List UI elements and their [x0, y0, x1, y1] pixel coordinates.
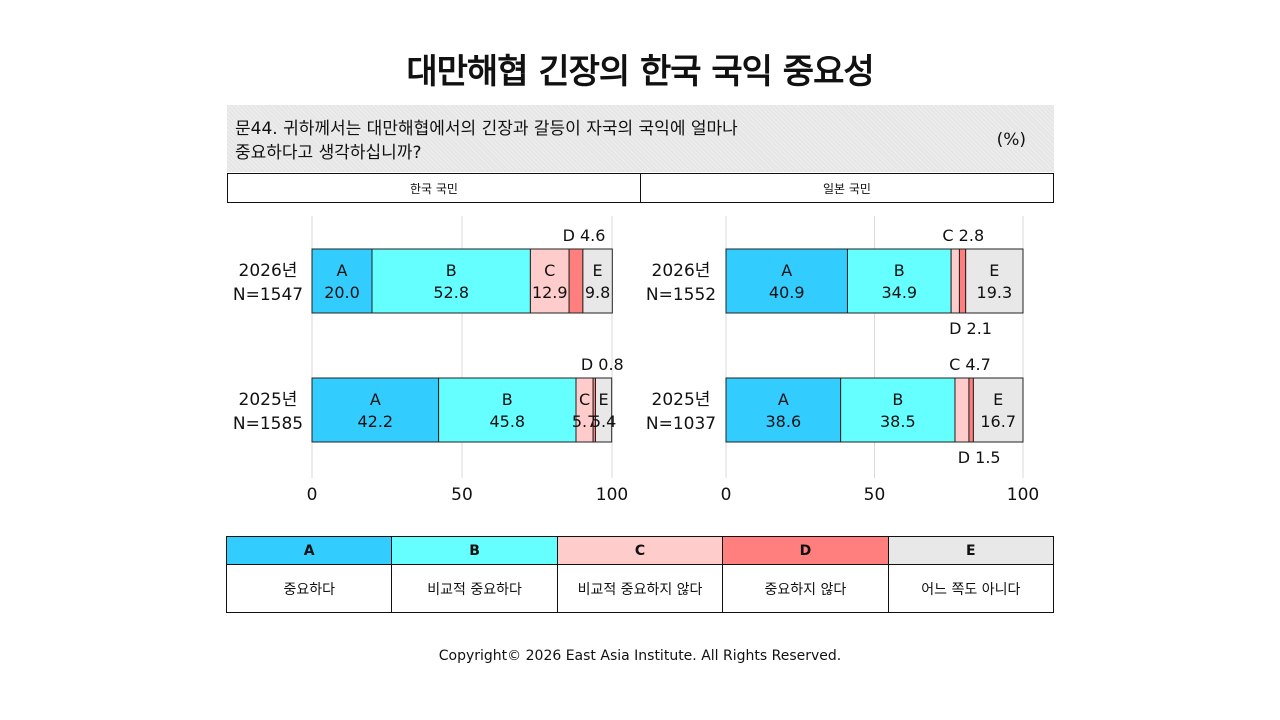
- data-label-korea-1-B: 45.8: [489, 412, 525, 431]
- question-text: 문44. 귀하께서는 대만해협에서의 긴장과 갈등이 자국의 국익에 얼마나 중…: [235, 119, 738, 163]
- bar-korea-1-A: [311, 377, 440, 443]
- panel-header-japan: 일본 국민: [640, 174, 1053, 202]
- data-label-korea-1-C: 5.7: [572, 412, 597, 431]
- category-label-japan-0-year: 2026년: [652, 261, 711, 281]
- question-box: 문44. 귀하께서는 대만해협에서의 긴장과 갈등이 자국의 국익에 얼마나 중…: [227, 105, 1054, 172]
- legend-key-a: A: [227, 537, 392, 565]
- data-label-japan-1-B: 38.5: [880, 412, 916, 431]
- data-label-japan-1-C: C 4.7: [949, 355, 991, 374]
- segment-key-korea-1-B: B: [502, 390, 513, 409]
- legend-column-b: B 비교적 중요하다: [391, 537, 557, 612]
- panel-header-korea: 한국 국민: [410, 181, 458, 196]
- legend-column-d: D 중요하지 않다: [722, 537, 888, 612]
- segment-key-japan-0-B: B: [894, 261, 905, 280]
- data-label-japan-0-C: C 2.8: [942, 226, 984, 245]
- legend-label-a: 중요하다: [283, 581, 335, 598]
- segment-key-korea-1-A: A: [370, 390, 381, 409]
- category-label-korea-1-n: N=1585: [233, 414, 303, 434]
- legend-key-b: B: [392, 537, 557, 565]
- segment-key-korea-0-A: A: [337, 261, 348, 280]
- data-label-japan-1-E: 16.7: [980, 412, 1016, 431]
- copyright-notice: Copyright© 2026 East Asia Institute. All…: [438, 648, 842, 664]
- category-label-korea-0-year: 2026년: [239, 261, 298, 281]
- chart-title: 대만해협 긴장의 한국 국익 중요성: [406, 52, 874, 92]
- data-label-japan-0-E: 19.3: [977, 283, 1013, 302]
- x-tick-label-korea-100: 100: [596, 485, 628, 505]
- bar-korea-0-E: [582, 248, 613, 314]
- legend-label-c: 비교적 중요하지 않다: [577, 581, 703, 598]
- category-label-japan-1-n: N=1037: [646, 414, 716, 434]
- legend-label-e: 어느 쪽도 아니다: [921, 581, 1021, 598]
- x-tick-label-japan-0: 0: [721, 485, 732, 505]
- data-label-korea-0-C: 12.9: [532, 283, 568, 302]
- panel-headers: 한국 국민 일본 국민: [227, 173, 1054, 203]
- x-tick-label-japan-50: 50: [864, 485, 886, 505]
- bar-japan-1-A: [725, 377, 842, 443]
- bar-korea-0-D: [568, 248, 584, 314]
- bar-japan-1-C: [954, 377, 970, 443]
- legend-column-e: E 어느 쪽도 아니다: [887, 537, 1054, 612]
- legend-column-a: A 중요하다: [227, 537, 392, 612]
- segment-key-korea-1-E: E: [599, 390, 609, 409]
- data-label-japan-0-B: 34.9: [881, 283, 917, 302]
- bar-korea-0-C: [529, 248, 570, 314]
- bar-korea-0-B: [371, 248, 531, 314]
- legend-column-c: C 비교적 중요하지 않다: [556, 537, 723, 612]
- category-label-korea-0-n: N=1547: [233, 285, 303, 305]
- bar-korea-0-A: [311, 248, 373, 314]
- bar-japan-1-E: [972, 377, 1024, 443]
- category-label-korea-1-year: 2025년: [239, 390, 298, 410]
- data-label-japan-0-A: 40.9: [769, 283, 805, 302]
- legend-table: A 중요하다 B 비교적 중요하다 C 비교적 중요하지 않다 D 중요하지 않…: [226, 536, 1054, 613]
- segment-key-korea-0-C: C: [544, 261, 555, 280]
- bar-japan-0-C: [950, 248, 960, 314]
- segment-key-korea-0-B: B: [446, 261, 457, 280]
- bar-japan-1-D: [968, 377, 974, 443]
- legend-key-c: C: [557, 537, 723, 565]
- unit-label: (%): [996, 130, 1026, 150]
- data-label-japan-1-A: 38.6: [766, 412, 802, 431]
- segment-key-japan-1-E: E: [993, 390, 1003, 409]
- bar-korea-1-C: [575, 377, 594, 443]
- data-label-korea-1-E: 5.4: [591, 412, 616, 431]
- segment-key-korea-1-C: C: [579, 390, 590, 409]
- x-tick-label-korea-50: 50: [451, 485, 473, 505]
- data-label-korea-0-A: 20.0: [324, 283, 360, 302]
- category-label-japan-1-year: 2025년: [652, 390, 711, 410]
- data-label-japan-0-D: D 2.1: [949, 319, 992, 338]
- bar-japan-0-B: [846, 248, 952, 314]
- legend-label-d: 중요하지 않다: [764, 581, 847, 598]
- data-label-korea-0-E: 9.8: [585, 283, 610, 302]
- segment-key-japan-0-E: E: [989, 261, 999, 280]
- legend-key-d: D: [723, 537, 888, 565]
- category-label-japan-0-n: N=1552: [646, 285, 716, 305]
- data-label-korea-0-B: 52.8: [433, 283, 469, 302]
- segment-key-japan-0-A: A: [781, 261, 792, 280]
- segment-key-japan-1-A: A: [778, 390, 789, 409]
- bar-korea-1-E: [595, 377, 613, 443]
- data-label-korea-1-A: 42.2: [357, 412, 393, 431]
- legend-key-e: E: [888, 537, 1054, 565]
- bar-japan-0-D: [958, 248, 967, 314]
- bar-japan-0-E: [965, 248, 1024, 314]
- bar-japan-1-B: [840, 377, 956, 443]
- x-tick-label-japan-100: 100: [1007, 485, 1039, 505]
- bar-japan-0-A: [725, 248, 848, 314]
- bar-korea-1-B: [438, 377, 577, 443]
- legend-label-b: 비교적 중요하다: [427, 581, 522, 598]
- data-label-korea-0-D: D 4.6: [563, 226, 606, 245]
- segment-key-japan-1-B: B: [892, 390, 903, 409]
- x-tick-label-korea-0: 0: [307, 485, 318, 505]
- data-label-korea-1-D: D 0.8: [581, 355, 624, 374]
- data-label-japan-1-D: D 1.5: [958, 448, 1001, 467]
- segment-key-korea-0-E: E: [593, 261, 603, 280]
